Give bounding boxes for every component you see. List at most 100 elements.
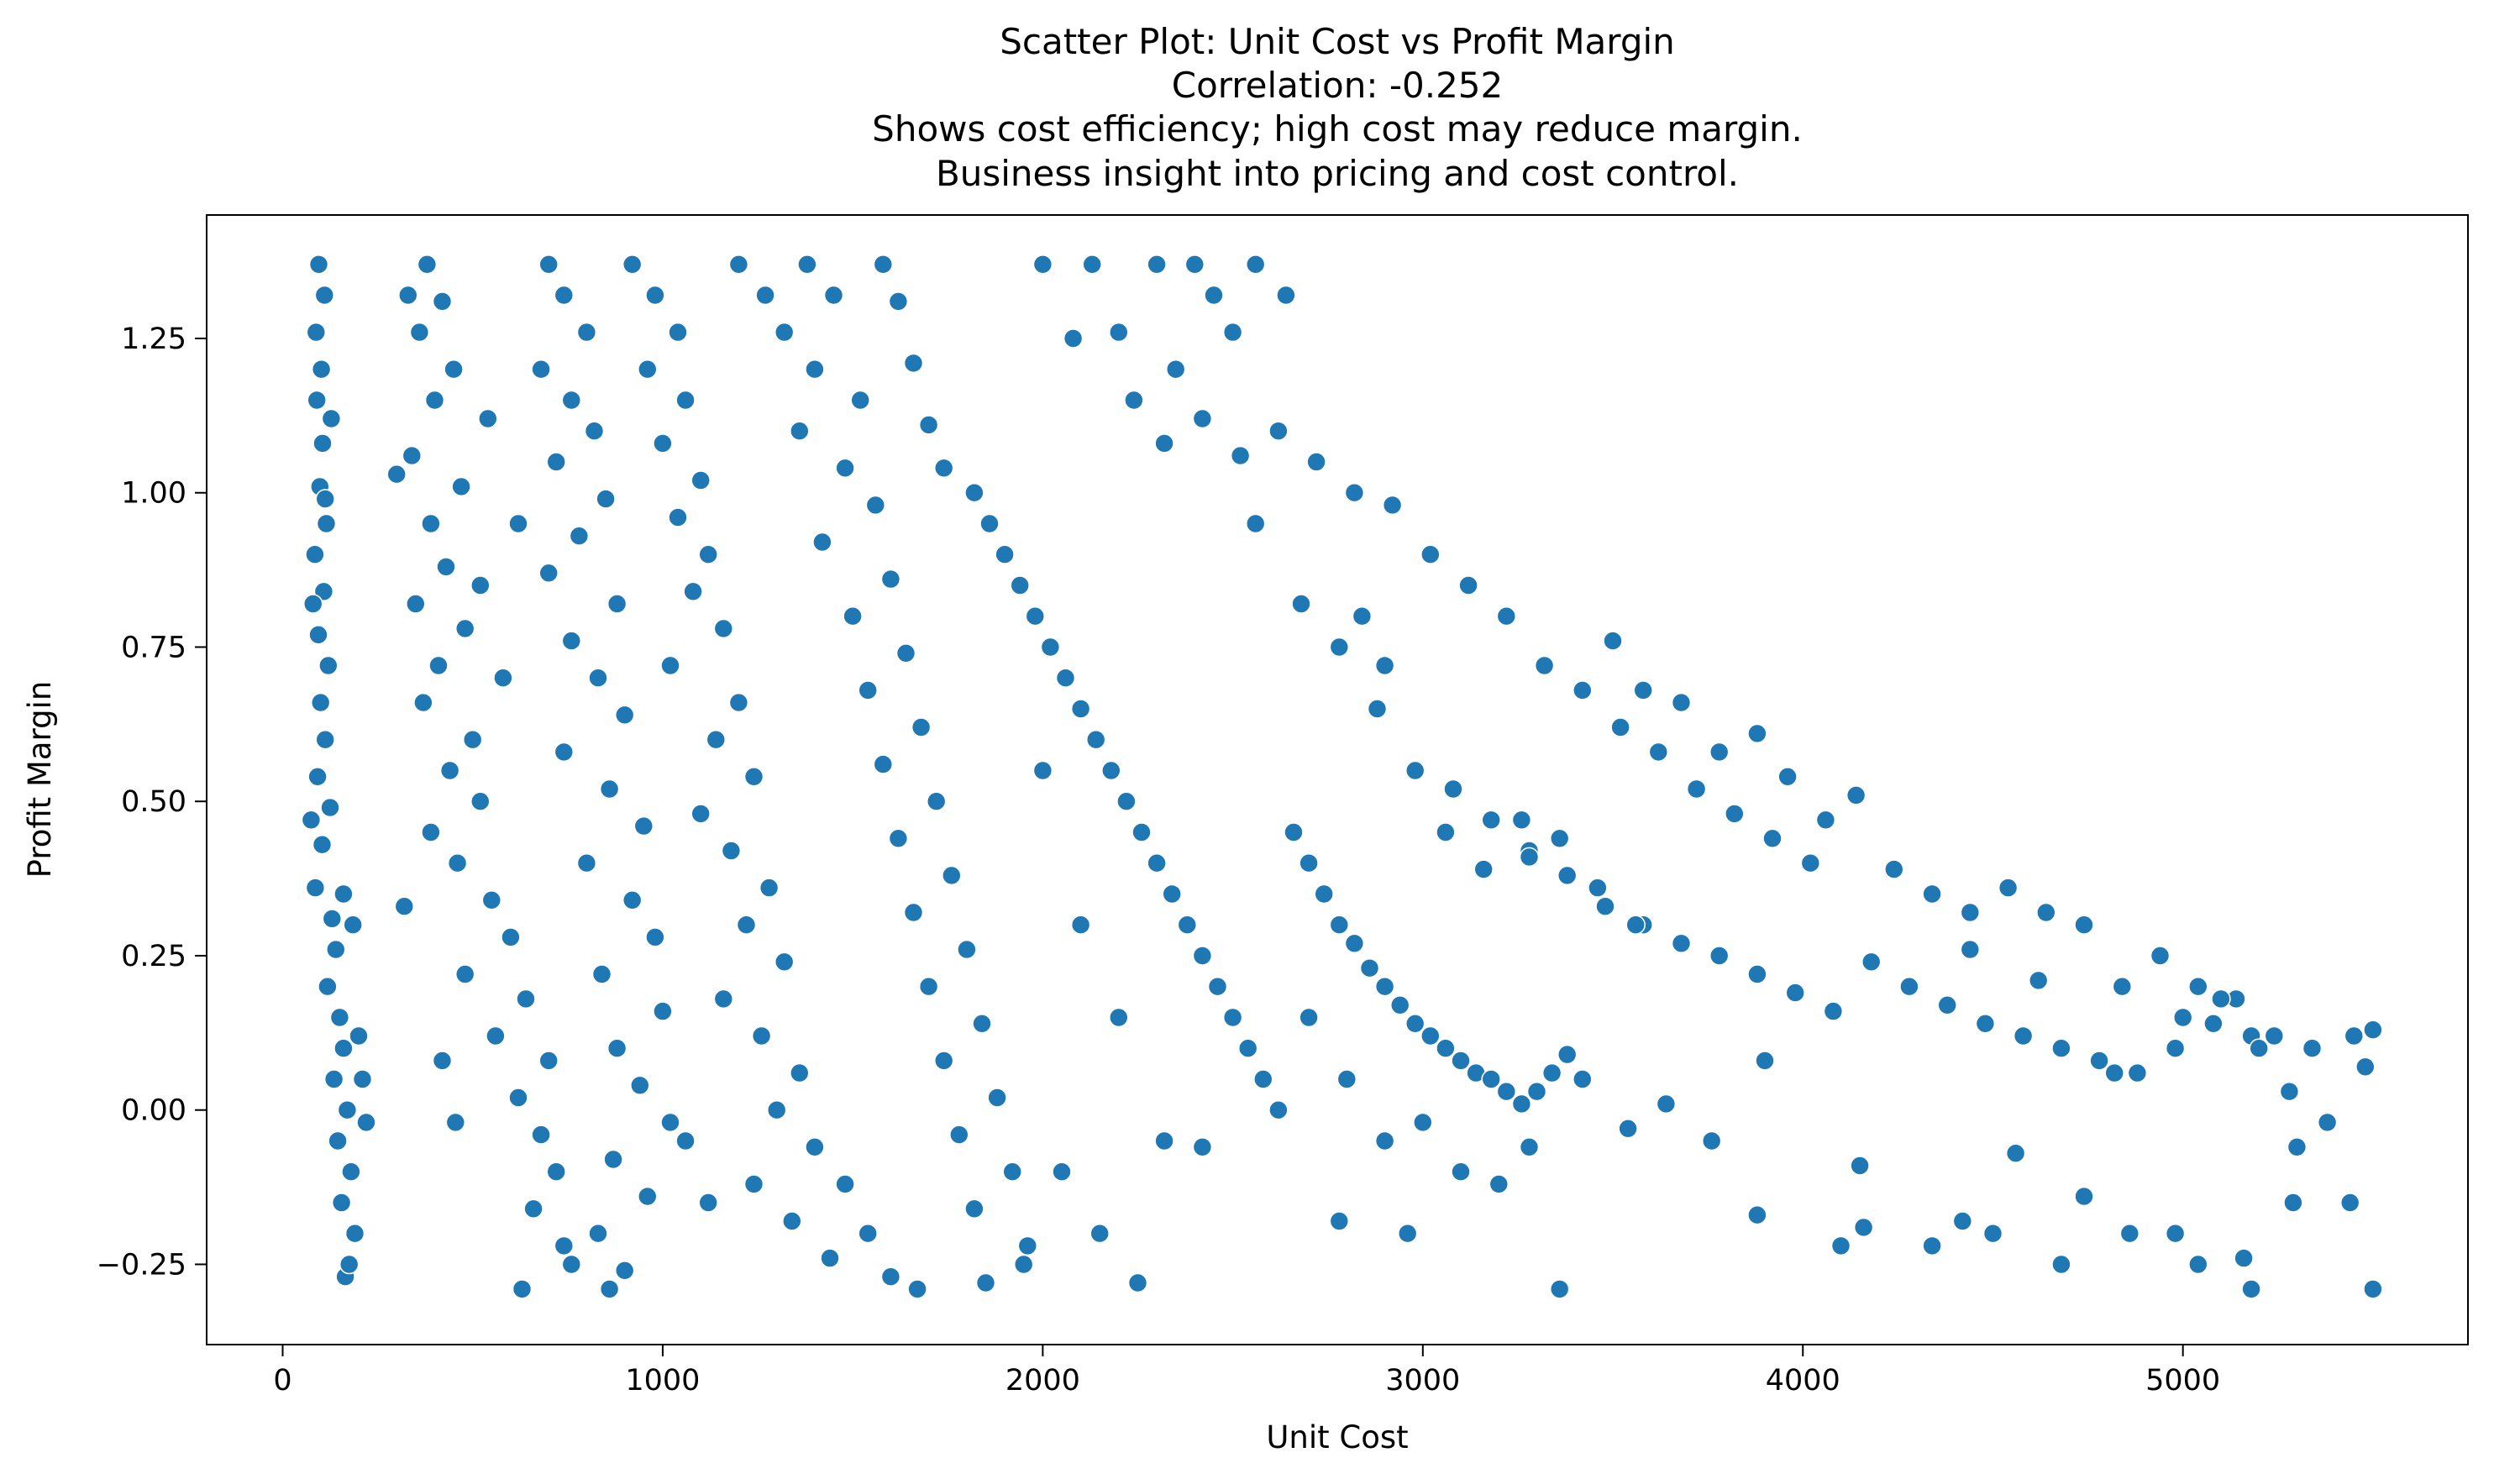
scatter-point bbox=[1603, 631, 1623, 651]
scatter-point bbox=[421, 822, 441, 842]
title-line-2: Correlation: -0.252 bbox=[1172, 65, 1504, 106]
scatter-point bbox=[306, 322, 327, 343]
scatter-point bbox=[409, 322, 430, 343]
scatter-point bbox=[2363, 1020, 2383, 1040]
scatter-point bbox=[546, 1162, 567, 1182]
scatter-point bbox=[858, 680, 878, 700]
scatter-point bbox=[312, 834, 333, 855]
scatter-point bbox=[1314, 884, 1334, 905]
scatter-point bbox=[1671, 692, 1692, 713]
scatter-point bbox=[1709, 742, 1730, 763]
scatter-point bbox=[1610, 717, 1630, 737]
scatter-point bbox=[888, 828, 909, 849]
scatter-point bbox=[2241, 1279, 2261, 1299]
scatter-point bbox=[713, 988, 734, 1009]
scatter-point bbox=[323, 1069, 344, 1089]
scatter-point bbox=[1382, 495, 1403, 516]
scatter-point bbox=[1420, 544, 1441, 565]
scatter-point bbox=[1960, 902, 1981, 923]
scatter-point bbox=[1656, 1093, 1677, 1114]
scatter-point bbox=[1052, 1162, 1072, 1182]
scatter-point bbox=[1063, 328, 1084, 349]
y-tick-label: 1.00 bbox=[121, 477, 186, 511]
scatter-point bbox=[554, 742, 575, 763]
scatter-point bbox=[1481, 1069, 1501, 1089]
scatter-point bbox=[918, 976, 939, 997]
scatter-point bbox=[2112, 976, 2133, 997]
scatter-point bbox=[302, 594, 323, 614]
scatter-point bbox=[1245, 254, 1266, 275]
scatter-point bbox=[614, 1261, 635, 1281]
scatter-point bbox=[599, 1279, 620, 1299]
scatter-point bbox=[1588, 878, 1608, 898]
scatter-point bbox=[2317, 1112, 2338, 1133]
scatter-point bbox=[918, 415, 939, 435]
scatter-point bbox=[1291, 594, 1311, 614]
scatter-point bbox=[576, 852, 597, 873]
scatter-point bbox=[477, 408, 498, 429]
scatter-point bbox=[311, 359, 332, 380]
scatter-point bbox=[531, 359, 551, 380]
scatter-point bbox=[349, 1025, 369, 1046]
scatter-point bbox=[2188, 1254, 2208, 1275]
scatter-point bbox=[743, 1174, 764, 1194]
scatter-point bbox=[315, 489, 336, 509]
scatter-point bbox=[683, 581, 703, 602]
scatter-point bbox=[2363, 1279, 2383, 1299]
scatter-point bbox=[933, 1051, 954, 1071]
scatter-point bbox=[1013, 1254, 1034, 1275]
scatter-point bbox=[1436, 1038, 1456, 1058]
scatter-point bbox=[979, 513, 1000, 534]
scatter-point bbox=[2104, 1062, 2124, 1083]
scatter-point bbox=[1496, 606, 1517, 627]
scatter-point bbox=[1534, 655, 1555, 676]
scatter-point bbox=[858, 1223, 878, 1244]
scatter-point bbox=[561, 390, 582, 411]
scatter-point bbox=[820, 1248, 840, 1268]
scatter-point bbox=[1204, 285, 1224, 306]
scatter-point bbox=[995, 544, 1015, 565]
scatter-point bbox=[2344, 1025, 2365, 1046]
y-tick-label: 0.00 bbox=[121, 1094, 186, 1128]
scatter-point bbox=[2355, 1057, 2376, 1078]
scatter-point bbox=[972, 1014, 992, 1034]
y-tick-label: −0.25 bbox=[97, 1248, 186, 1282]
scatter-point bbox=[554, 1235, 575, 1256]
scatter-point bbox=[622, 890, 643, 910]
scatter-point bbox=[1451, 1162, 1471, 1182]
scatter-point bbox=[1573, 1069, 1593, 1089]
scatter-point bbox=[508, 1088, 528, 1108]
scatter-point bbox=[352, 1069, 373, 1089]
scatter-point bbox=[614, 705, 635, 726]
scatter-point bbox=[1344, 933, 1365, 954]
scatter-point bbox=[538, 563, 559, 584]
scatter-point bbox=[637, 359, 658, 380]
scatter-point bbox=[2287, 1137, 2308, 1157]
scatter-point bbox=[2264, 1025, 2285, 1046]
scatter-point bbox=[755, 285, 775, 306]
scatter-point bbox=[538, 254, 559, 275]
scatter-point bbox=[873, 254, 894, 275]
scatter-point bbox=[1352, 606, 1373, 627]
scatter-point bbox=[308, 254, 329, 275]
scatter-point bbox=[1648, 742, 1669, 763]
scatter-point bbox=[736, 915, 757, 935]
scatter-point bbox=[322, 909, 343, 929]
scatter-point bbox=[1374, 976, 1395, 997]
scatter-point bbox=[307, 766, 328, 787]
scatter-point bbox=[493, 668, 513, 689]
scatter-point bbox=[2339, 1193, 2360, 1213]
scatter-point bbox=[911, 717, 932, 737]
scatter-point bbox=[1192, 1137, 1213, 1157]
scatter-point bbox=[781, 1211, 802, 1231]
scatter-point bbox=[1329, 1211, 1350, 1231]
scatter-point bbox=[850, 390, 870, 411]
scatter-point bbox=[633, 815, 654, 836]
scatter-point bbox=[1549, 1279, 1570, 1299]
scatter-point bbox=[1329, 637, 1350, 658]
scatter-point bbox=[320, 797, 340, 818]
scatter-point bbox=[865, 495, 886, 516]
